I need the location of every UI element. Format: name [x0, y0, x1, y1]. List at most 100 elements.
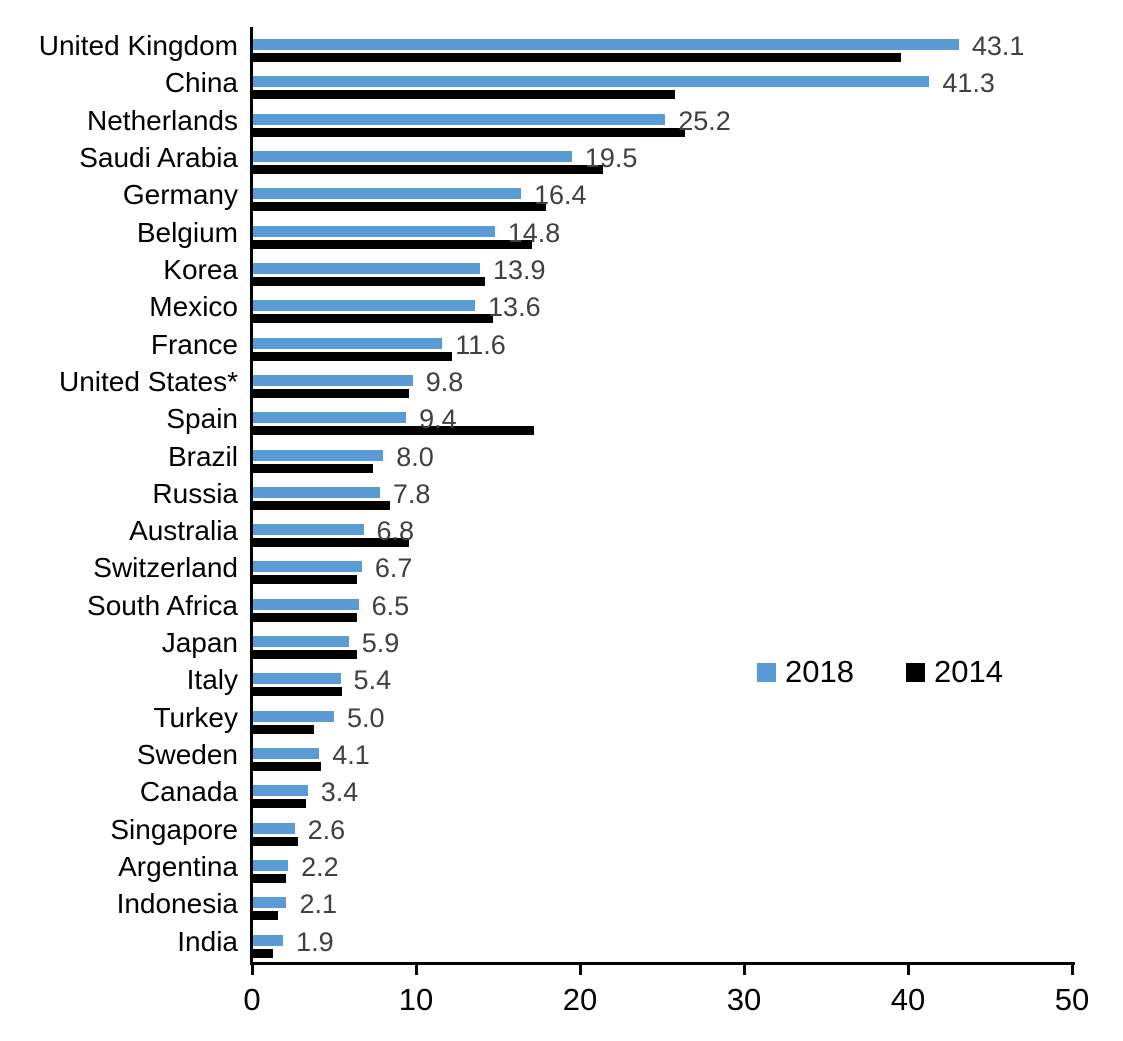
value-label: 13.9: [492, 254, 546, 285]
bar-2014: [252, 276, 485, 286]
x-axis-tick: [414, 962, 418, 975]
bar-2018: [252, 636, 349, 648]
category-label: Germany: [122, 179, 238, 211]
bar-2018: [252, 262, 480, 274]
category-label: United States*: [59, 365, 238, 397]
category-label: Spain: [166, 403, 238, 435]
bar-2018: [252, 449, 384, 461]
value-label: 3.4: [320, 777, 359, 808]
value-label: 14.8: [507, 217, 561, 248]
x-axis-tick-label: 20: [562, 982, 598, 1017]
category-label: Brazil: [167, 440, 238, 472]
bar-2014: [252, 426, 535, 436]
category-label: Australia: [129, 515, 238, 547]
bar-2018: [252, 710, 334, 722]
bar-2014: [252, 164, 603, 174]
bar-2018: [252, 225, 495, 237]
category-label: Russia: [152, 477, 238, 509]
bar-2018: [252, 374, 413, 386]
x-axis-tick: [578, 962, 582, 975]
x-axis-line: [250, 962, 1075, 965]
bar-2014: [252, 463, 374, 473]
bar-2018: [252, 561, 362, 573]
value-label: 19.5: [584, 142, 638, 173]
value-label: 2.2: [301, 852, 339, 883]
value-label: 6.7: [374, 553, 413, 584]
bar-2014: [252, 538, 410, 548]
x-axis-tick-label: 50: [1054, 982, 1090, 1017]
bar-2014: [252, 799, 307, 809]
x-axis-tick-label: 0: [243, 982, 261, 1017]
value-label: 9.8: [425, 366, 464, 397]
x-axis-tick: [1070, 962, 1074, 975]
bar-2014: [252, 948, 274, 958]
category-label: Italy: [186, 664, 238, 696]
category-label: Belgium: [136, 216, 238, 248]
bar-2018: [252, 934, 284, 946]
bar-2018: [252, 39, 959, 50]
bar-2014: [252, 500, 390, 510]
bar-2014: [252, 239, 533, 249]
legend-swatch-2018: [757, 662, 776, 682]
value-label: 2.6: [307, 814, 346, 845]
category-label: Netherlands: [87, 104, 238, 136]
category-label: Saudi Arabia: [79, 141, 238, 173]
legend-swatch-2014: [905, 662, 925, 682]
bar-2014: [252, 874, 287, 884]
bar-2014: [252, 575, 357, 585]
category-label: United Kingdom: [38, 30, 238, 61]
bar-2014: [252, 762, 321, 772]
legend-label-2018: 2018: [785, 654, 854, 689]
category-label: Switzerland: [93, 552, 238, 584]
category-label: Singapore: [110, 813, 238, 845]
bar-2014: [252, 314, 494, 324]
value-label: 4.1: [332, 740, 370, 771]
value-label: 5.0: [347, 702, 385, 733]
value-label: 8.0: [396, 441, 434, 472]
bar-2018: [252, 860, 289, 872]
value-label: 7.8: [392, 478, 431, 509]
bar-2014: [252, 650, 357, 660]
category-label: China: [164, 67, 238, 99]
category-label: India: [177, 925, 238, 957]
value-label: 6.8: [376, 516, 415, 547]
value-label: 9.4: [419, 404, 457, 435]
bar-2014: [252, 202, 546, 212]
value-label: 5.9: [361, 628, 400, 659]
x-axis-tick-label: 40: [890, 982, 926, 1017]
bar-2018: [252, 76, 930, 88]
bar-2018: [252, 337, 443, 349]
legend: 2018 2014: [757, 652, 1003, 692]
bar-2018: [252, 673, 341, 685]
value-label: 43.1: [971, 31, 1025, 61]
bar-2018: [252, 188, 521, 200]
category-label: Japan: [161, 627, 238, 659]
bar-2014: [252, 351, 453, 361]
x-axis-tick: [906, 962, 910, 975]
value-label: 16.4: [533, 180, 587, 211]
x-axis-tick-label: 30: [726, 982, 762, 1017]
bar-2018: [252, 486, 380, 498]
legend-label-2014: 2014: [933, 654, 1003, 689]
x-axis-tick-label: 10: [398, 982, 434, 1017]
bar-2014: [252, 388, 410, 398]
category-label: Canada: [139, 776, 238, 808]
value-label: 6.5: [371, 590, 410, 621]
value-label: 13.6: [488, 292, 541, 323]
x-axis-tick: [742, 962, 746, 975]
category-label: South Africa: [87, 589, 238, 621]
bar-2018: [252, 113, 666, 125]
bar-2018: [252, 150, 572, 162]
bar-2014: [252, 911, 279, 921]
category-label: Indonesia: [116, 888, 238, 920]
bar-2018: [252, 412, 407, 424]
category-label: Korea: [163, 253, 238, 285]
category-label: Sweden: [136, 739, 238, 771]
bar-2014: [252, 612, 357, 622]
value-label: 1.9: [296, 926, 334, 957]
bar-2014: [252, 127, 685, 137]
y-axis-line: [250, 27, 253, 965]
bar-2018: [252, 598, 359, 610]
value-label: 25.2: [678, 105, 731, 136]
